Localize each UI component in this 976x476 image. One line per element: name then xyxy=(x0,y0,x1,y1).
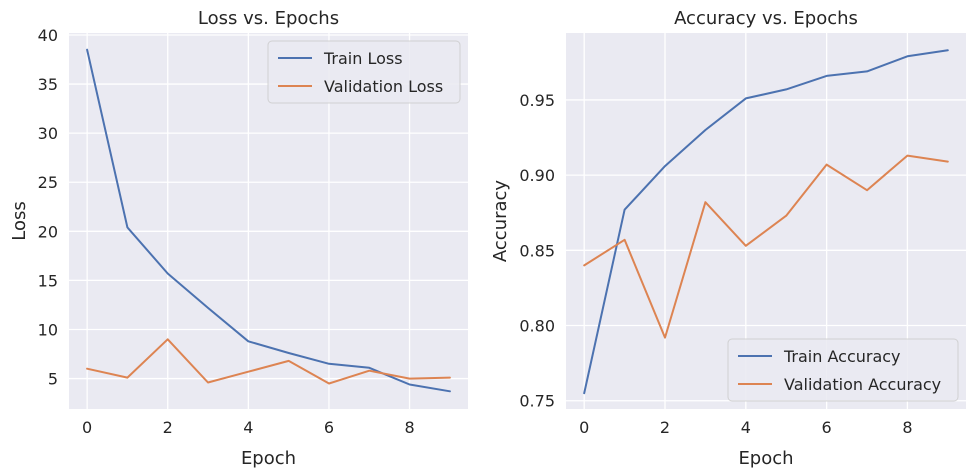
legend-entry: Validation Loss xyxy=(324,77,443,96)
y-tick-label: 0.80 xyxy=(519,317,555,336)
legend-frame xyxy=(727,338,959,402)
legend-entry: Train Loss xyxy=(323,49,403,68)
chart-1: 0 2 4 6 8 5 10 15 20 25 30 35 40 Loss vs. Epochs Epoch… xyxy=(9,8,468,469)
x-tick-label: 2 xyxy=(660,418,670,437)
y-tick-label: 5 xyxy=(48,370,58,389)
x-axis-label: Epoch xyxy=(738,448,793,469)
legend-frame xyxy=(267,40,461,104)
y-tick-label: 0.90 xyxy=(519,166,555,185)
x-tick-label: 2 xyxy=(163,418,173,437)
legend: Train Loss Validation Loss xyxy=(267,40,461,104)
x-tick-label: 6 xyxy=(324,418,334,437)
x-tick-label: 8 xyxy=(404,418,414,437)
y-axis-label: Accuracy xyxy=(490,180,511,263)
y-tick-label: 25 xyxy=(38,173,58,192)
chart-2: 0 2 4 6 8 0.75 0.80 0.85 0.90 0.95 Accuracy vs. Ep… xyxy=(490,8,966,469)
series-line-1 xyxy=(86,48,451,393)
series-line-1 xyxy=(583,49,949,395)
x-tick-label: 0 xyxy=(579,418,589,437)
y-tick-label: 30 xyxy=(38,124,58,143)
x-tick-label: 6 xyxy=(822,418,832,437)
y-tick-label: 0.75 xyxy=(519,392,555,411)
y-axis-label: Loss xyxy=(9,201,30,240)
y-tick-label: 20 xyxy=(38,222,58,241)
x-tick-label: 4 xyxy=(741,418,751,437)
series-line-2 xyxy=(86,338,451,385)
y-tick-label: 40 xyxy=(38,26,58,45)
y-tick-label: 0.95 xyxy=(519,91,555,110)
y-tick-label: 0.85 xyxy=(519,241,555,260)
y-tick-label: 35 xyxy=(38,75,58,94)
chart-title: Accuracy vs. Epochs xyxy=(674,8,858,29)
legend-entry: Validation Accuracy xyxy=(784,375,941,394)
x-tick-label: 8 xyxy=(902,418,912,437)
chart-title: Loss vs. Epochs xyxy=(198,8,339,29)
legend: Train Accuracy Validation Accuracy xyxy=(727,338,959,402)
series-line-2 xyxy=(583,154,949,339)
legend-entry: Train Accuracy xyxy=(783,347,901,366)
x-tick-label: 4 xyxy=(243,418,253,437)
y-tick-label: 15 xyxy=(38,271,58,290)
x-axis-label: Epoch xyxy=(241,448,296,469)
y-tick-label: 10 xyxy=(38,320,58,339)
x-tick-label: 0 xyxy=(82,418,92,437)
